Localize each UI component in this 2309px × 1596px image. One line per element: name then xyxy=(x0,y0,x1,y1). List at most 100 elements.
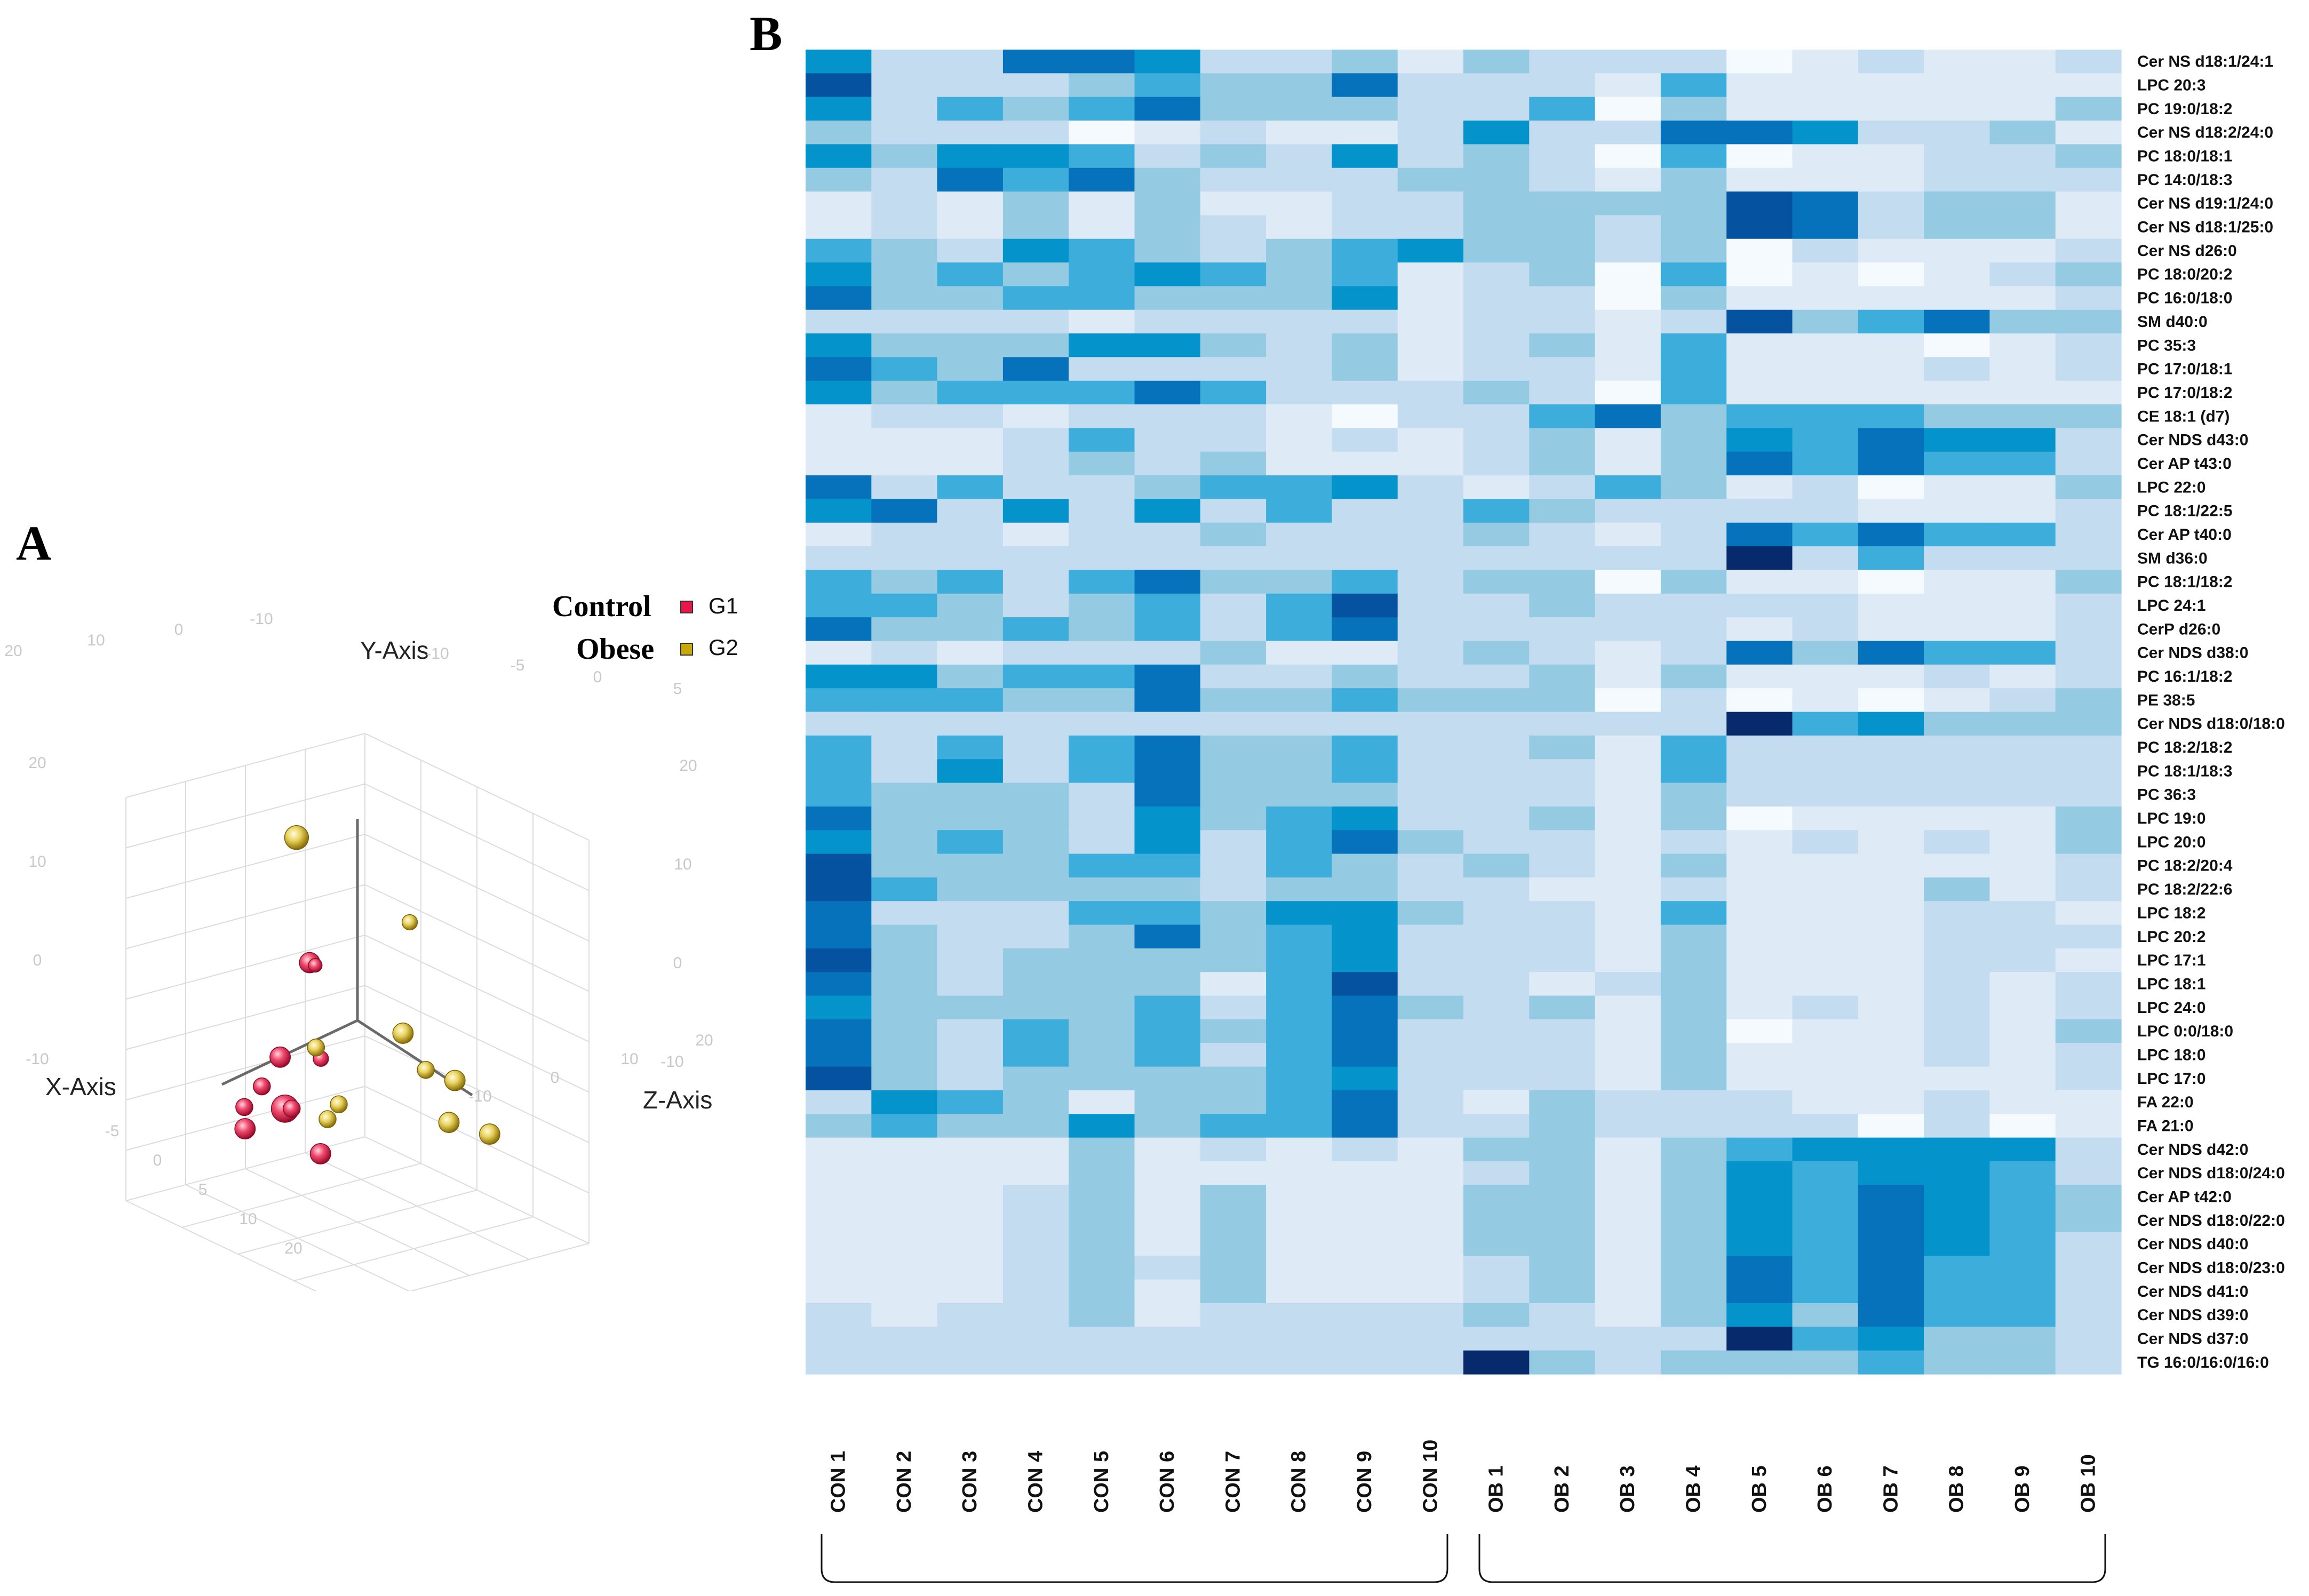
heatmap-cell xyxy=(871,1279,938,1304)
heatmap-cell xyxy=(806,238,872,263)
heatmap-row-label: Cer NS d18:1/24:1 xyxy=(2137,53,2273,70)
heatmap-cell xyxy=(1134,191,1201,216)
heatmap-cell xyxy=(1529,121,1596,145)
heatmap-cell xyxy=(937,877,1004,901)
heatmap-cell xyxy=(1726,830,1793,855)
legend-obese-label: Obese xyxy=(576,633,655,666)
heatmap-row-label: Cer NDS d38:0 xyxy=(2137,644,2248,662)
heatmap-cell xyxy=(1134,404,1201,429)
heatmap-cell xyxy=(1266,901,1332,925)
pca-tick-label: -10 xyxy=(26,1050,49,1068)
heatmap-cell xyxy=(1266,262,1332,286)
heatmap-cell xyxy=(2055,1090,2122,1114)
heatmap-cell xyxy=(1858,664,1924,689)
heatmap-cell xyxy=(1069,593,1135,618)
heatmap-cell xyxy=(1989,451,2056,476)
heatmap-cell xyxy=(1134,1350,1201,1375)
heatmap-cell xyxy=(1002,1090,1069,1114)
heatmap-cell xyxy=(1069,617,1135,642)
heatmap-cell xyxy=(1792,783,1859,807)
heatmap-cell xyxy=(1002,759,1069,784)
heatmap-cell xyxy=(1858,404,1924,429)
heatmap-row-label: Cer NS d19:1/24:0 xyxy=(2137,195,2273,212)
heatmap-cell xyxy=(1858,215,1924,240)
obese-point xyxy=(401,914,418,931)
heatmap-cell xyxy=(1989,877,2056,901)
heatmap-cell xyxy=(1858,1114,1924,1138)
heatmap-cell xyxy=(1200,593,1267,618)
heatmap-cell xyxy=(806,333,872,358)
heatmap-cell xyxy=(1858,191,1924,216)
heatmap-cell xyxy=(806,215,872,240)
heatmap-cell xyxy=(2055,546,2122,571)
heatmap-cell xyxy=(1792,830,1859,855)
heatmap-cell xyxy=(1989,759,2056,784)
heatmap-cell xyxy=(1924,167,1990,192)
heatmap-cell xyxy=(1002,97,1069,121)
heatmap-cell xyxy=(1529,1137,1596,1162)
heatmap-cell xyxy=(1002,1232,1069,1256)
heatmap-cell xyxy=(1332,783,1398,807)
heatmap-cell xyxy=(1529,1185,1596,1209)
heatmap-cell xyxy=(1924,404,1990,429)
heatmap-cell xyxy=(806,783,872,807)
group-bracket xyxy=(821,1534,1448,1583)
heatmap-cell xyxy=(1069,641,1135,665)
heatmap-cell xyxy=(1858,1327,1924,1351)
heatmap-cell xyxy=(1660,948,1727,972)
heatmap-cell xyxy=(1529,309,1596,334)
heatmap-cell xyxy=(1266,546,1332,571)
heatmap-cell xyxy=(1924,735,1990,760)
heatmap-column-label: OB 2 xyxy=(1551,1465,1573,1513)
heatmap-cell xyxy=(1924,1232,1990,1256)
pca-points xyxy=(234,825,500,1164)
heatmap-cell xyxy=(937,1256,1004,1280)
heatmap-cell xyxy=(1266,499,1332,523)
heatmap-cell xyxy=(2055,357,2122,381)
heatmap-cell xyxy=(1595,522,1661,547)
heatmap-cell xyxy=(1529,333,1596,358)
heatmap-cell xyxy=(1595,286,1661,310)
heatmap-cell xyxy=(1332,50,1398,74)
heatmap-cell xyxy=(1726,901,1793,925)
heatmap-cell xyxy=(1529,50,1596,74)
pca-tick-label: 20 xyxy=(28,754,46,772)
heatmap-cell xyxy=(1332,1232,1398,1256)
heatmap-cell xyxy=(1002,167,1069,192)
heatmap-cell xyxy=(1924,144,1990,169)
heatmap-cell xyxy=(1924,215,1990,240)
heatmap-cell xyxy=(1858,617,1924,642)
heatmap-cell xyxy=(1332,735,1398,760)
heatmap-cell xyxy=(1397,1208,1464,1233)
heatmap-cell xyxy=(1266,357,1332,381)
heatmap-cell xyxy=(806,97,872,121)
heatmap-cell xyxy=(1792,877,1859,901)
heatmap-cell xyxy=(2055,121,2122,145)
heatmap-cell xyxy=(1332,593,1398,618)
heatmap-cell xyxy=(2055,735,2122,760)
heatmap-row-labels: Cer NS d18:1/24:1 LPC 20:3 PC 19:0/18:2 Cer… xyxy=(2137,53,2285,1371)
heatmap-cell xyxy=(937,853,1004,878)
heatmap-cell xyxy=(1529,1019,1596,1043)
heatmap-cell xyxy=(1989,806,2056,831)
heatmap-cell xyxy=(1858,1137,1924,1162)
heatmap-cell xyxy=(871,144,938,169)
heatmap-cell xyxy=(1989,1232,2056,1256)
heatmap-cell xyxy=(1332,333,1398,358)
heatmap-row-label: Cer NDS d37:0 xyxy=(2137,1330,2248,1348)
heatmap-column-label: CON 9 xyxy=(1353,1451,1376,1513)
heatmap-cell xyxy=(1924,688,1990,713)
heatmap-row-label: FA 21:0 xyxy=(2137,1117,2194,1135)
heatmap-column-label: CON 7 xyxy=(1222,1451,1244,1513)
heatmap-cell xyxy=(937,1161,1004,1185)
heatmap-cell xyxy=(1792,1161,1859,1185)
heatmap-cell xyxy=(1858,1185,1924,1209)
heatmap-cell xyxy=(1069,1279,1135,1304)
heatmap-cell xyxy=(1332,499,1398,523)
heatmap-cell xyxy=(1924,924,1990,949)
heatmap-cell xyxy=(1134,1043,1201,1067)
heatmap-cell xyxy=(937,1019,1004,1043)
heatmap-cell xyxy=(1595,901,1661,925)
heatmap-cell xyxy=(1529,475,1596,500)
heatmap-cell xyxy=(1858,286,1924,310)
